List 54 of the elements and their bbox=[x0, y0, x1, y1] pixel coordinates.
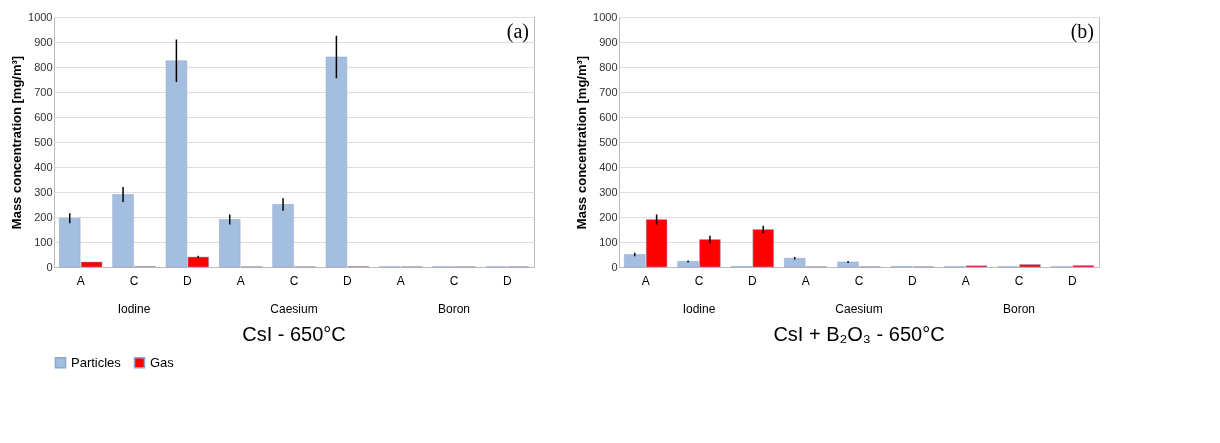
y-tick-label: 200 bbox=[34, 210, 53, 223]
y-tick-label: 500 bbox=[599, 135, 618, 148]
text: Boron bbox=[1002, 302, 1036, 316]
y-tick-label: 500 bbox=[34, 135, 53, 148]
annotation: (a) bbox=[506, 20, 529, 43]
text: Boron bbox=[437, 302, 471, 316]
x-tick-label: A bbox=[961, 273, 970, 288]
y-tick-label: 300 bbox=[599, 185, 618, 198]
y-tick-label: 300 bbox=[34, 185, 53, 198]
annotation: (b) bbox=[1070, 20, 1094, 43]
y-tick-label: 700 bbox=[34, 85, 53, 98]
legend-label: Gas bbox=[150, 354, 175, 370]
y-tick-label: 400 bbox=[599, 160, 618, 173]
x-tick-label: C bbox=[129, 273, 139, 288]
x-tick-label: D bbox=[908, 273, 917, 288]
y-tick-label: 200 bbox=[599, 210, 618, 223]
y-tick-label: 800 bbox=[599, 60, 618, 73]
y-tick-label: 1000 bbox=[593, 10, 618, 23]
y-tick-label: 0 bbox=[611, 260, 618, 273]
x-tick-label: A bbox=[396, 273, 405, 288]
x-tick-label: C bbox=[289, 273, 299, 288]
legend-label: Particles bbox=[71, 354, 122, 370]
text: Caesium bbox=[270, 302, 318, 316]
x-tick-label: A bbox=[236, 273, 245, 288]
text: Caesium bbox=[835, 302, 883, 316]
y-tick-label: 800 bbox=[34, 60, 53, 73]
text: CsI - 650°C bbox=[242, 323, 346, 345]
y-tick-label: 900 bbox=[34, 35, 53, 48]
y-axis-title: Mass concentration [mg/m³] bbox=[9, 55, 25, 230]
x-tick-label: A bbox=[801, 273, 810, 288]
text: Iodine bbox=[682, 302, 716, 316]
y-tick-label: 900 bbox=[599, 35, 618, 48]
y-tick-label: 1000 bbox=[28, 10, 53, 23]
text: Iodine bbox=[117, 302, 151, 316]
x-tick-label: A bbox=[641, 273, 650, 288]
x-tick-label: D bbox=[1068, 273, 1077, 288]
y-tick-label: 600 bbox=[34, 110, 53, 123]
y-tick-label: 100 bbox=[34, 235, 53, 248]
y-tick-label: 0 bbox=[46, 260, 53, 273]
y-tick-label: 100 bbox=[599, 235, 618, 248]
x-tick-label: C bbox=[854, 273, 864, 288]
y-axis-title: Mass concentration [mg/m³] bbox=[574, 55, 590, 230]
x-tick-label: A bbox=[76, 273, 85, 288]
y-tick-label: 700 bbox=[599, 85, 618, 98]
x-tick-label: D bbox=[183, 273, 192, 288]
x-tick-label: C bbox=[694, 273, 704, 288]
text: CsI + B₂O₃ - 650°C bbox=[773, 323, 945, 345]
y-tick-label: 600 bbox=[599, 110, 618, 123]
x-tick-label: D bbox=[343, 273, 352, 288]
x-tick-label: D bbox=[748, 273, 757, 288]
x-tick-label: C bbox=[449, 273, 459, 288]
y-tick-label: 400 bbox=[34, 160, 53, 173]
x-tick-label: D bbox=[503, 273, 512, 288]
x-tick-label: C bbox=[1014, 273, 1024, 288]
